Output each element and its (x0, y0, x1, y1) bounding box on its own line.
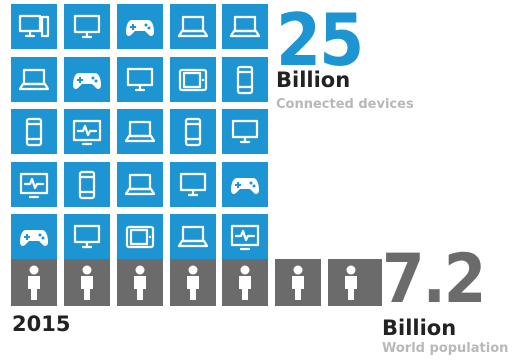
device-tile (11, 109, 57, 154)
gamepad-icon (231, 177, 259, 194)
monitor-icon (179, 172, 207, 196)
person-tile (117, 259, 163, 306)
device-tile (170, 109, 216, 154)
population-caption: World population (382, 341, 509, 356)
phone-icon (78, 170, 96, 199)
device-tile (222, 57, 268, 102)
device-tile (64, 214, 110, 259)
tablet-landscape-icon (125, 225, 155, 248)
laptop-icon (124, 173, 156, 195)
person-tile (11, 259, 57, 306)
year-label: 2015 (12, 312, 71, 336)
heartbeat-monitor-icon (72, 119, 102, 145)
laptop-icon (177, 225, 209, 247)
population-count: 7.2 (382, 240, 486, 319)
device-tile (117, 4, 163, 49)
device-tile (64, 162, 110, 207)
person-icon (292, 265, 304, 300)
laptop-icon (18, 68, 50, 90)
person-tile (64, 259, 110, 306)
person-icon (239, 265, 251, 300)
devices-unit: Billion (276, 68, 351, 92)
gamepad-icon (20, 229, 48, 246)
laptop-icon (124, 120, 156, 142)
gamepad-icon (73, 72, 101, 89)
person-tile (170, 259, 216, 306)
person-tile (275, 259, 321, 306)
laptop-icon (177, 15, 209, 37)
device-tile (222, 109, 268, 154)
monitor-icon (126, 67, 154, 91)
devices-caption: Connected devices (276, 97, 414, 112)
heartbeat-monitor-icon (19, 172, 49, 198)
partial-person-tile (373, 259, 382, 306)
device-tile (170, 214, 216, 259)
person-tile (222, 259, 268, 306)
device-tile (117, 162, 163, 207)
device-tile (222, 4, 268, 49)
population-unit: Billion (382, 316, 457, 340)
device-tile (170, 162, 216, 207)
person-icon (134, 265, 146, 300)
person-icon (81, 265, 93, 300)
device-tile (117, 109, 163, 154)
tablet-landscape-icon (178, 68, 208, 91)
device-tile (11, 4, 57, 49)
phone-icon (25, 117, 43, 146)
laptop-icon (229, 15, 261, 37)
person-tile (328, 259, 374, 306)
phone-icon (236, 65, 254, 94)
device-tile (170, 57, 216, 102)
device-tile (11, 214, 57, 259)
device-tile (222, 162, 268, 207)
device-tile (222, 214, 268, 259)
device-tile (64, 4, 110, 49)
gamepad-icon (126, 19, 154, 36)
phone-icon (184, 117, 202, 146)
tower-monitor-icon (18, 14, 50, 37)
person-icon (28, 265, 40, 300)
device-tile (11, 57, 57, 102)
devices-count: 25 (276, 0, 364, 82)
device-tile (117, 214, 163, 259)
monitor-icon (231, 119, 259, 143)
device-tile (117, 57, 163, 102)
monitor-icon (73, 224, 101, 248)
person-icon (187, 265, 199, 300)
device-tile (11, 162, 57, 207)
device-tile (64, 109, 110, 154)
device-tile (170, 4, 216, 49)
monitor-icon (73, 14, 101, 38)
device-tile (64, 57, 110, 102)
person-icon (345, 265, 357, 300)
heartbeat-monitor-icon (230, 224, 260, 250)
